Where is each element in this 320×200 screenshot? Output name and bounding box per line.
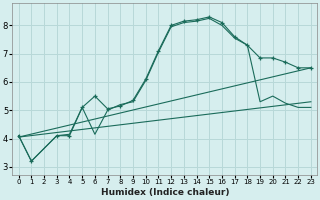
X-axis label: Humidex (Indice chaleur): Humidex (Indice chaleur) bbox=[100, 188, 229, 197]
